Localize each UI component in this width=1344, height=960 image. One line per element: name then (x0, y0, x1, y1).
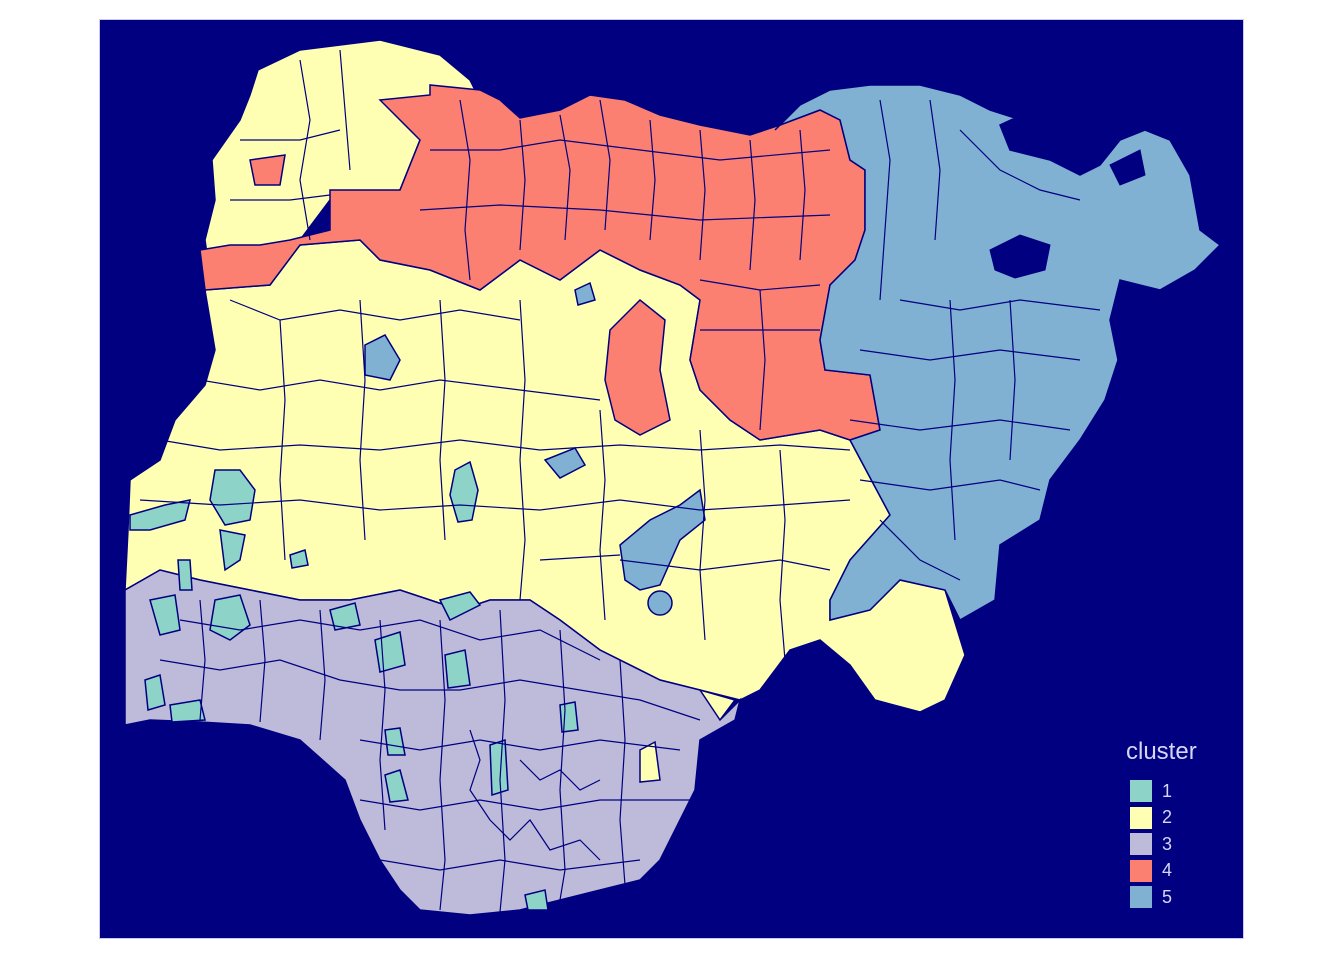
region-cluster-5-patch-d (574, 281, 596, 306)
region-cluster-1-j (438, 591, 482, 622)
region-cluster-1-r (524, 889, 549, 911)
region-cluster-5-patch-c (543, 447, 587, 479)
region-cluster-1-e (449, 460, 479, 523)
legend-swatch-4 (1130, 859, 1152, 882)
region-cluster-5-patch-a (619, 488, 706, 591)
legend-item-2: 2 (1124, 805, 1197, 832)
region-cluster-1-d (177, 559, 193, 591)
legend-swatch-2 (1130, 806, 1152, 829)
region-cluster-1-a (209, 469, 256, 526)
legend-label-5: 5 (1162, 886, 1173, 907)
region-cluster-2-east-island (639, 740, 661, 783)
region-cluster-1-q (559, 701, 579, 733)
legend-label-1: 1 (1162, 780, 1173, 801)
legend-item-3: 3 (1124, 831, 1197, 858)
region-cluster-1-m (169, 699, 206, 723)
region-cluster-1-f (149, 594, 181, 636)
legend-swatch-5 (1130, 886, 1152, 909)
region-cluster-1-n (489, 738, 509, 797)
legend-label-4: 4 (1162, 860, 1173, 881)
lake-chad (989, 234, 1051, 279)
lake-chad-north (1109, 149, 1146, 186)
legend-item-1: 1 (1124, 778, 1197, 805)
region-cluster-4-south-lobe (604, 298, 671, 436)
region-cluster-1-k (444, 649, 471, 689)
map-legend: cluster 1 2 3 4 5 (1124, 738, 1197, 911)
region-cluster-5-patch-e (647, 590, 673, 616)
region-cluster-1-l (144, 674, 166, 711)
region-cluster-1-s (289, 549, 309, 569)
legend-title: cluster (1126, 738, 1197, 765)
boundary-lines (139, 49, 1101, 913)
region-cluster-1-c (219, 529, 246, 572)
legend-item-4: 4 (1124, 858, 1197, 885)
region-cluster-1-o (384, 727, 406, 756)
legend-swatch-3 (1130, 833, 1152, 856)
legend-item-5: 5 (1124, 884, 1197, 911)
legend-label-3: 3 (1162, 833, 1173, 854)
region-cluster-5-patch-b (364, 334, 401, 381)
region-cluster-1-b (129, 499, 192, 531)
region-cluster-3-south (124, 569, 742, 916)
legend-label-2: 2 (1162, 807, 1173, 828)
region-cluster-4-north (199, 84, 881, 441)
region-cluster-1-i (329, 602, 361, 631)
legend-swatch-1 (1130, 780, 1152, 803)
region-cluster-4-patch-west (249, 154, 286, 186)
region-cluster-1-p (384, 769, 409, 803)
region-cluster-1-h (374, 631, 406, 673)
